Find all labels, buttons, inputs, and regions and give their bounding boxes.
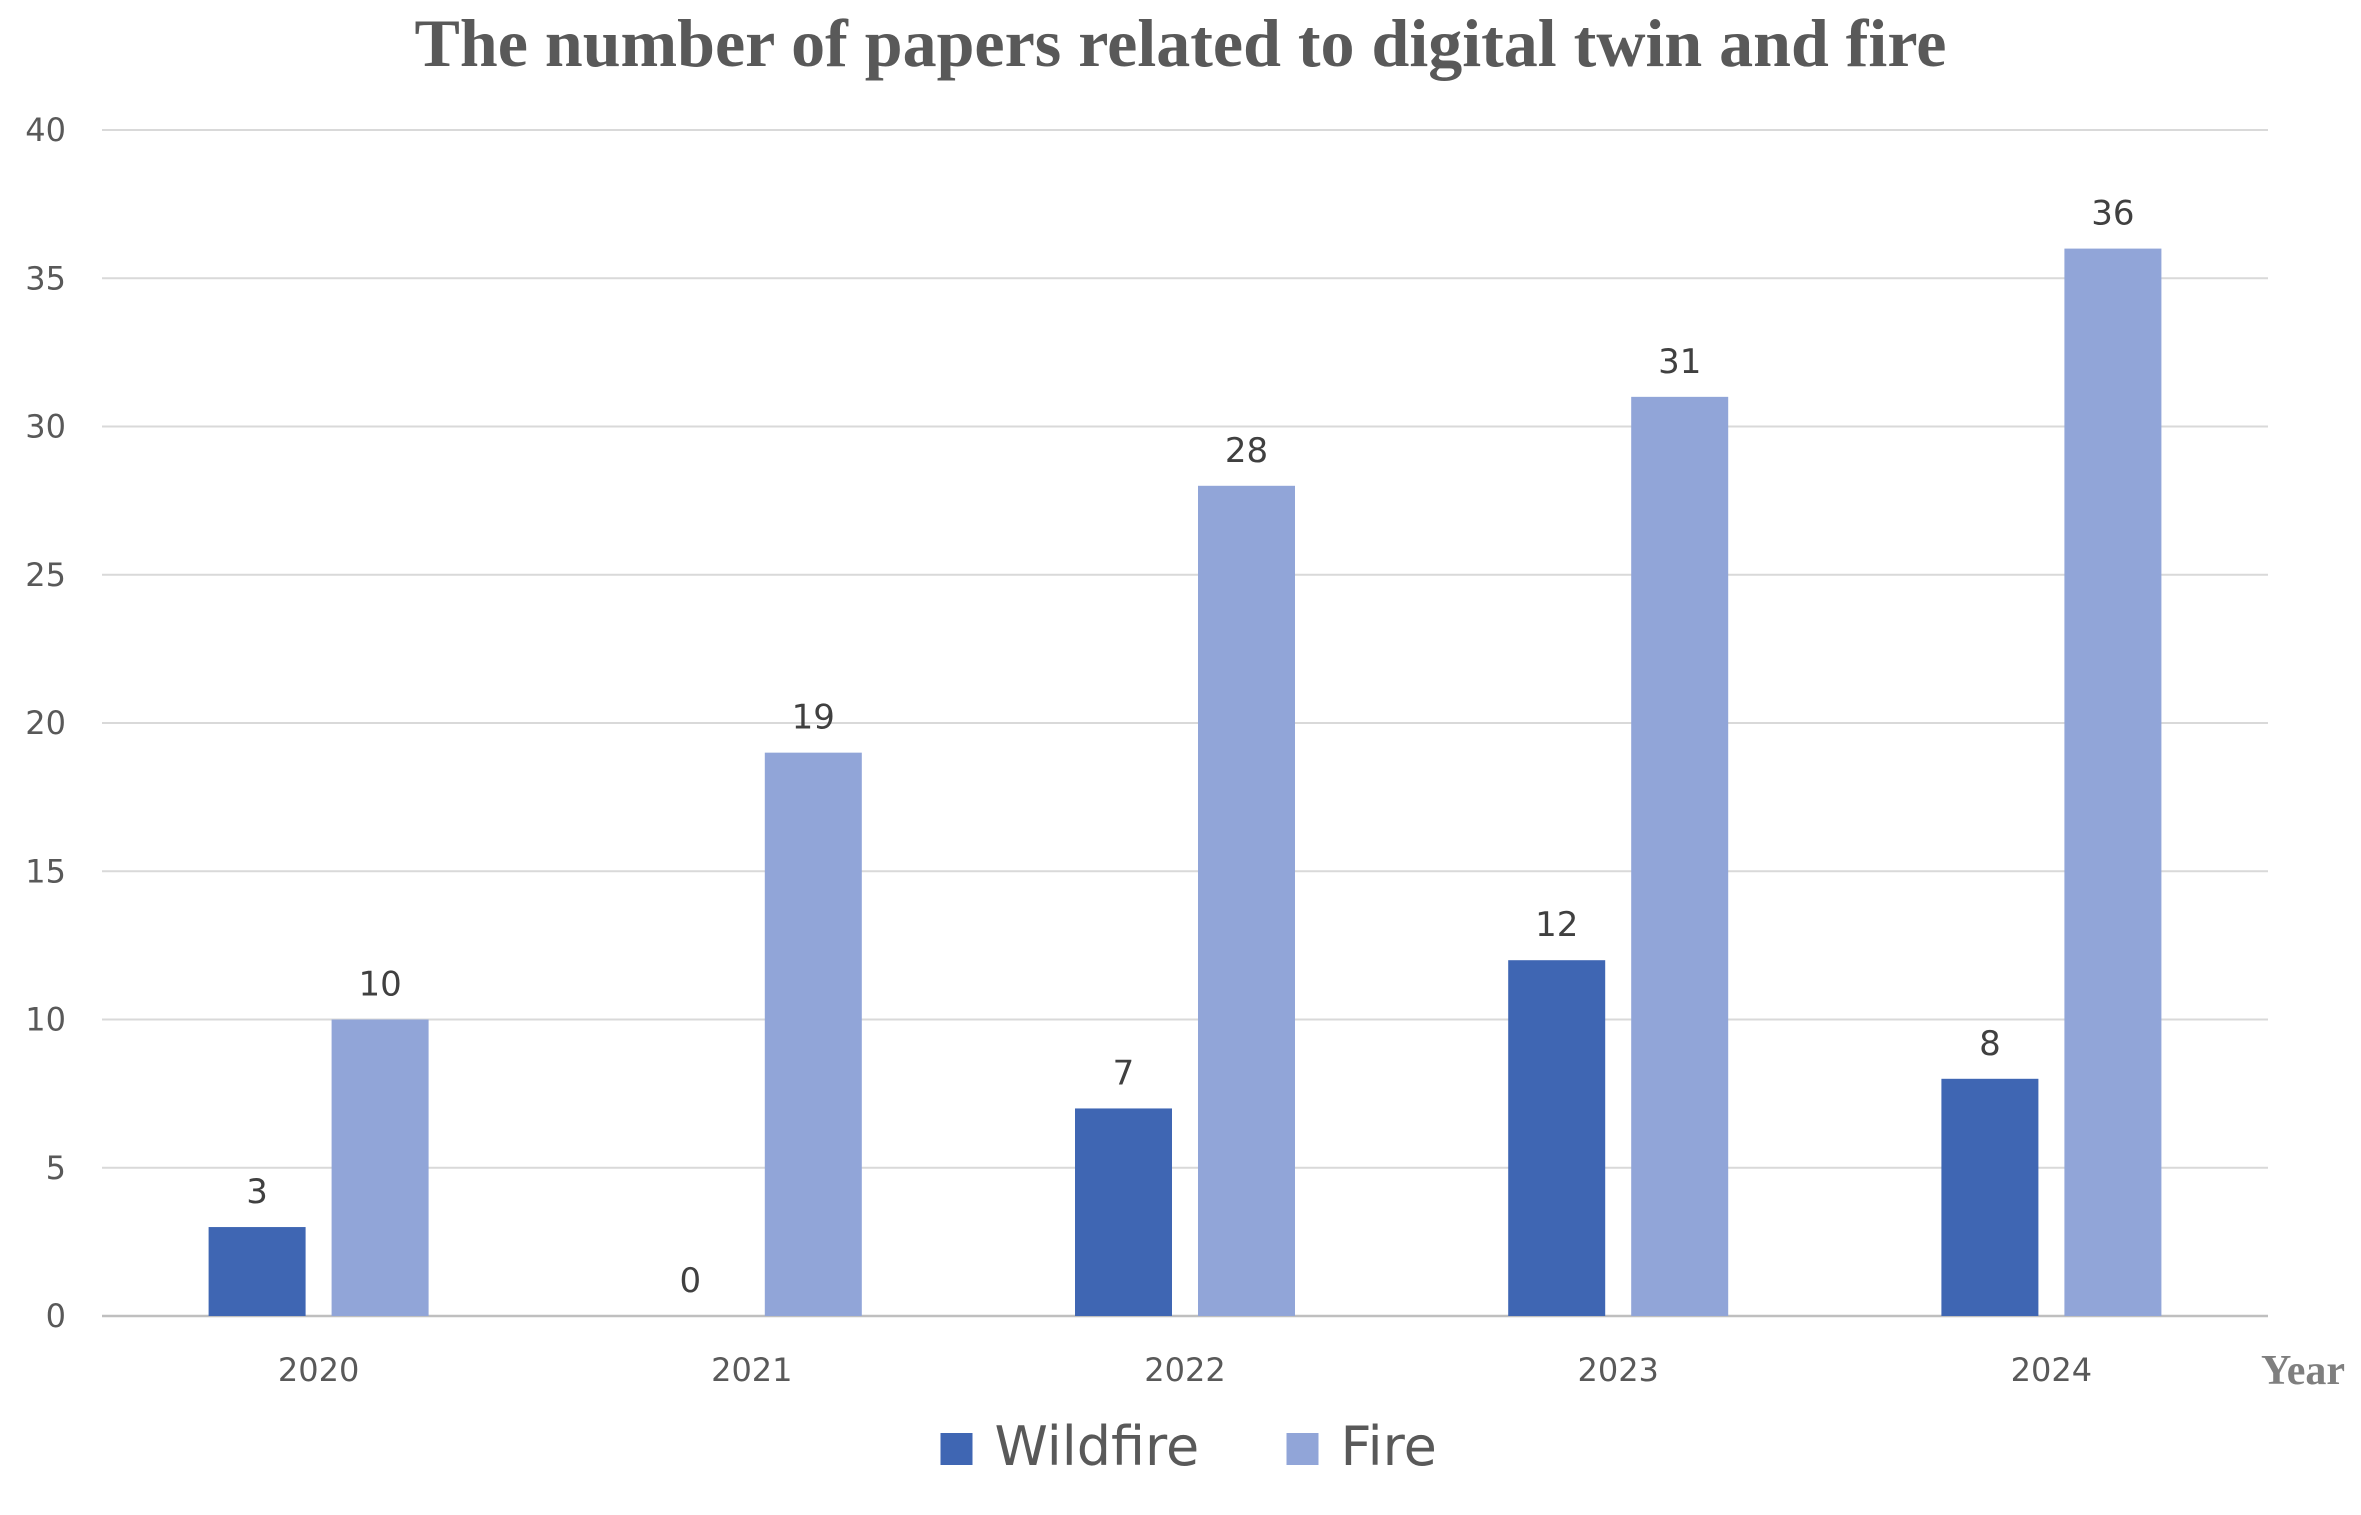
data-label: 28 [1225, 431, 1268, 471]
data-label: 19 [792, 698, 835, 738]
chart-title: The number of papers related to digital … [414, 5, 1947, 81]
y-tick-label: 25 [25, 556, 66, 594]
x-tick-label: 2020 [278, 1351, 359, 1389]
bar-fire [2064, 248, 2162, 1317]
y-tick-label: 30 [25, 408, 66, 446]
data-label: 36 [2091, 194, 2134, 234]
bar-fire [1198, 485, 1295, 1316]
x-axis-title: Year [2261, 1348, 2345, 1394]
legend-label-fire: Fire [1341, 1415, 1437, 1478]
bar-wildfire [208, 1227, 306, 1316]
bar-fire [1631, 396, 1729, 1317]
y-tick-label: 5 [46, 1149, 66, 1187]
data-label: 10 [358, 965, 401, 1005]
bar-wildfire [1075, 1108, 1172, 1316]
data-label: 7 [1113, 1053, 1135, 1093]
bar-wildfire [1508, 960, 1606, 1316]
x-tick-label: 2022 [1144, 1351, 1225, 1389]
legend-label-wildfire: Wildfire [995, 1415, 1200, 1478]
legend-swatch-fire [1286, 1433, 1319, 1465]
y-tick-label: 20 [25, 704, 66, 742]
y-tick-label: 15 [25, 852, 66, 890]
data-label: 12 [1535, 905, 1578, 945]
data-label: 8 [1979, 1024, 2001, 1064]
data-label: 31 [1658, 342, 1701, 382]
x-tick-label: 2024 [2011, 1351, 2092, 1389]
y-tick-label: 10 [25, 1001, 66, 1039]
bar-wildfire [1941, 1078, 2039, 1316]
bar-fire [764, 752, 862, 1316]
data-label: 0 [679, 1261, 701, 1301]
y-tick-label: 40 [25, 111, 66, 149]
y-tick-label: 0 [46, 1297, 66, 1335]
data-label: 3 [246, 1172, 268, 1212]
bar-fire [331, 1019, 429, 1316]
y-tick-label: 35 [25, 259, 66, 297]
x-tick-label: 2021 [711, 1351, 792, 1389]
legend-swatch-wildfire [940, 1433, 973, 1465]
x-tick-label: 2023 [1577, 1351, 1658, 1389]
